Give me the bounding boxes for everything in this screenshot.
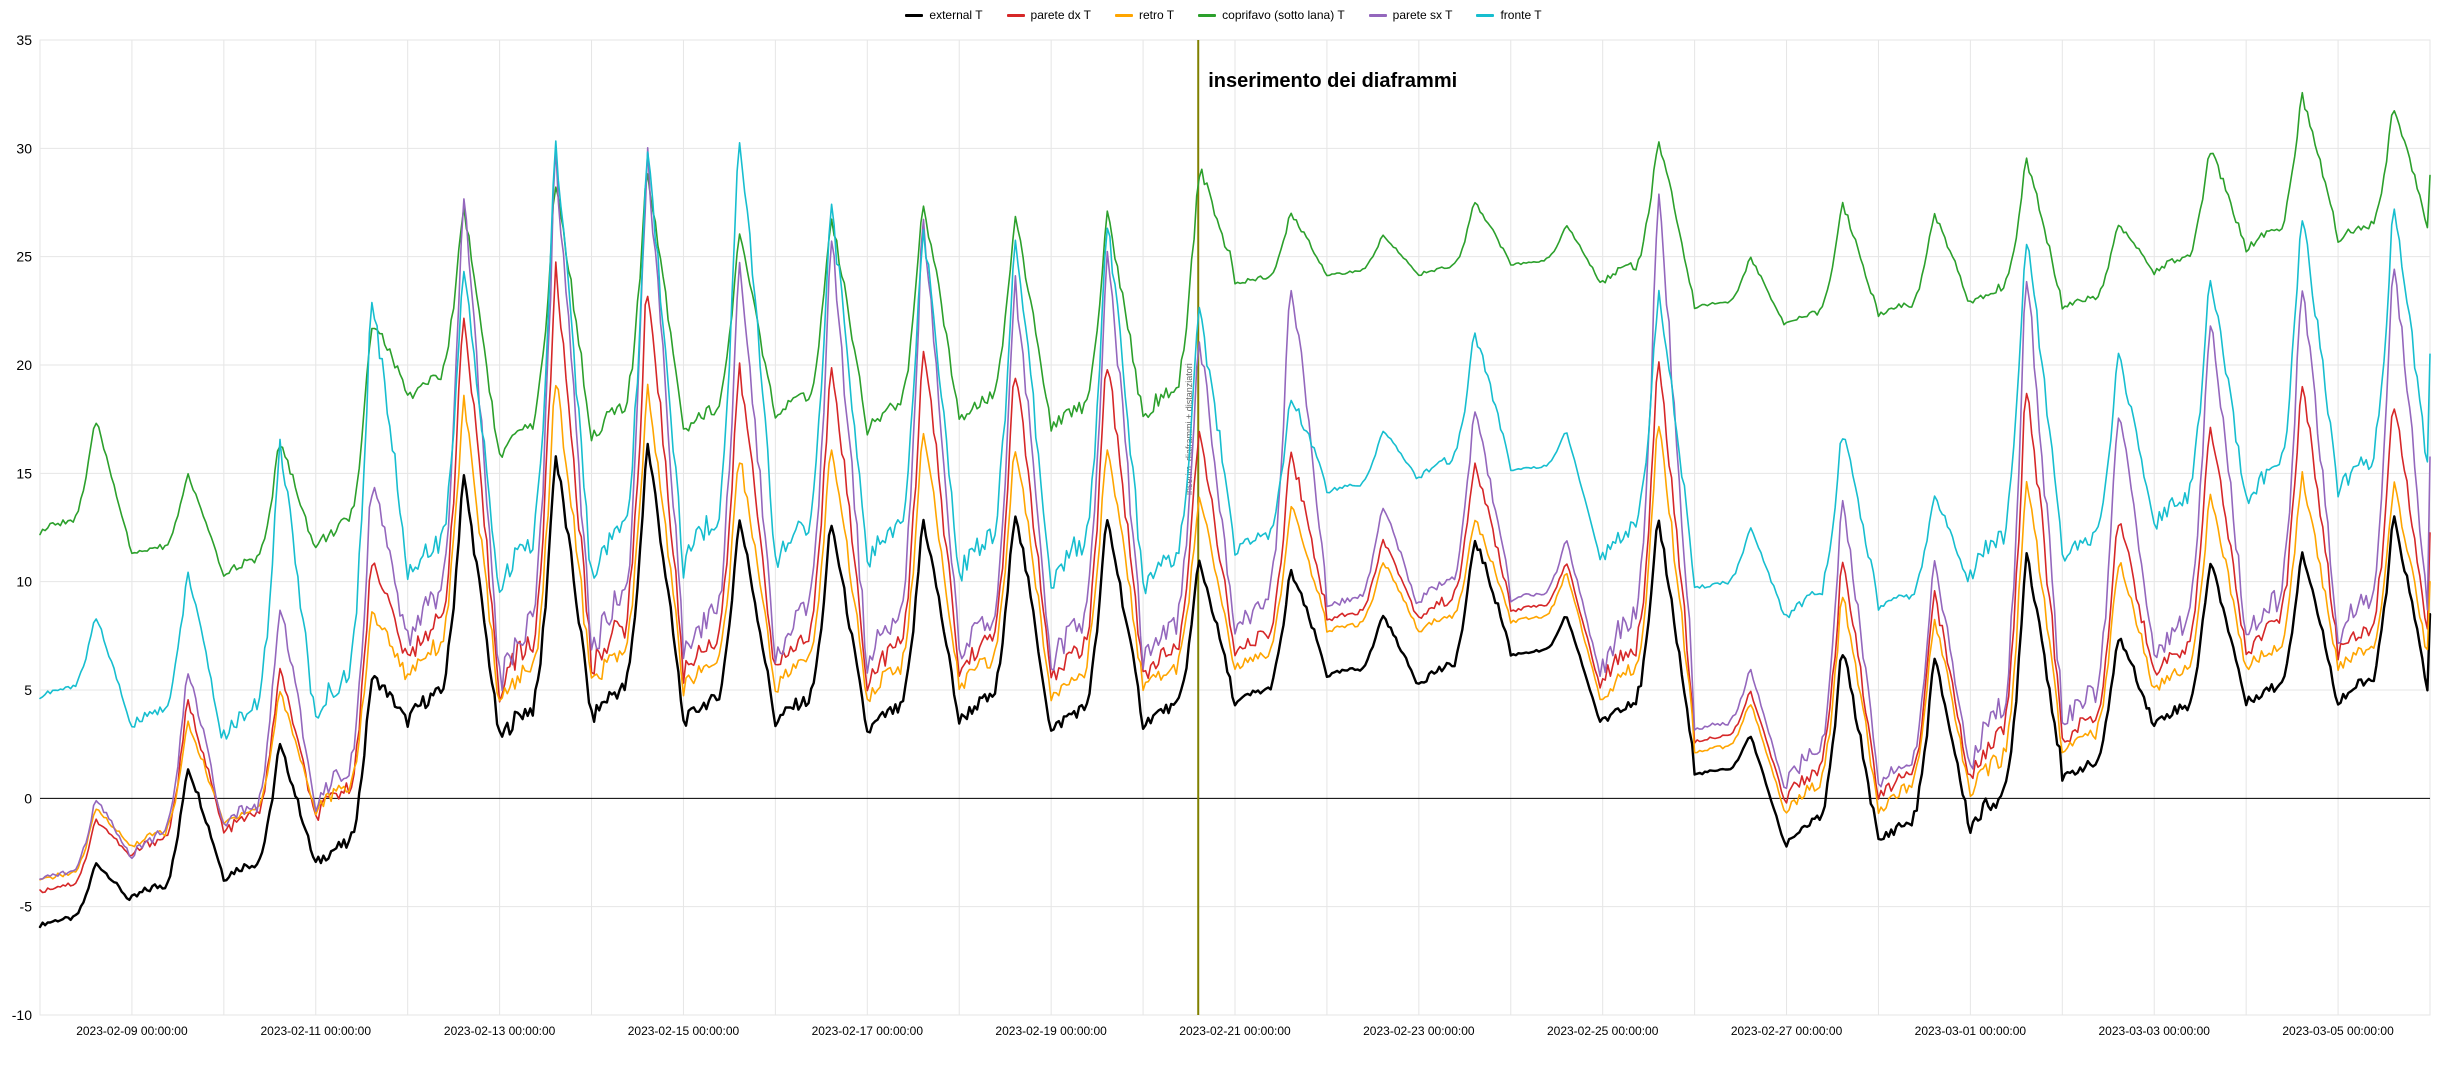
svg-text:10: 10 bbox=[16, 574, 32, 590]
legend-swatch bbox=[905, 14, 923, 17]
svg-text:0: 0 bbox=[24, 790, 32, 806]
legend-label: retro T bbox=[1139, 8, 1174, 22]
svg-text:2023-02-25 00:00:00: 2023-02-25 00:00:00 bbox=[1547, 1024, 1659, 1038]
legend-label: external T bbox=[929, 8, 982, 22]
svg-text:-10: -10 bbox=[12, 1007, 32, 1023]
legend-label: fronte T bbox=[1500, 8, 1541, 22]
legend-label: coprifavo (sotto lana) T bbox=[1222, 8, 1345, 22]
svg-text:2023-02-13 00:00:00: 2023-02-13 00:00:00 bbox=[444, 1024, 556, 1038]
legend: external T parete dx T retro T coprifavo (s… bbox=[0, 8, 2447, 22]
legend-swatch bbox=[1115, 14, 1133, 17]
svg-text:2023-02-27 00:00:00: 2023-02-27 00:00:00 bbox=[1731, 1024, 1843, 1038]
svg-text:2023-02-11 00:00:00: 2023-02-11 00:00:00 bbox=[260, 1024, 371, 1038]
svg-text:25: 25 bbox=[16, 249, 32, 265]
legend-item: external T bbox=[905, 8, 982, 22]
svg-text:20: 20 bbox=[16, 357, 32, 373]
svg-text:2023-03-01 00:00:00: 2023-03-01 00:00:00 bbox=[1915, 1024, 2027, 1038]
svg-text:2023-02-23 00:00:00: 2023-02-23 00:00:00 bbox=[1363, 1024, 1475, 1038]
svg-text:2023-02-09 00:00:00: 2023-02-09 00:00:00 bbox=[76, 1024, 188, 1038]
legend-item: retro T bbox=[1115, 8, 1174, 22]
annotation-sublabel: inserim. diaframmi + distanziatori bbox=[1184, 363, 1194, 495]
svg-text:-5: -5 bbox=[20, 899, 33, 915]
legend-swatch bbox=[1007, 14, 1025, 17]
timeseries-chart: external T parete dx T retro T coprifavo (s… bbox=[0, 0, 2447, 1075]
svg-text:35: 35 bbox=[16, 32, 32, 48]
svg-text:2023-03-03 00:00:00: 2023-03-03 00:00:00 bbox=[2099, 1024, 2211, 1038]
svg-text:30: 30 bbox=[16, 140, 32, 156]
svg-text:15: 15 bbox=[16, 465, 32, 481]
legend-label: parete sx T bbox=[1393, 8, 1453, 22]
legend-swatch bbox=[1369, 14, 1387, 17]
svg-text:5: 5 bbox=[24, 682, 32, 698]
legend-item: parete dx T bbox=[1007, 8, 1091, 22]
svg-text:2023-02-15 00:00:00: 2023-02-15 00:00:00 bbox=[628, 1024, 740, 1038]
legend-swatch bbox=[1198, 14, 1216, 17]
legend-label: parete dx T bbox=[1031, 8, 1091, 22]
legend-item: fronte T bbox=[1476, 8, 1541, 22]
svg-text:2023-02-17 00:00:00: 2023-02-17 00:00:00 bbox=[812, 1024, 924, 1038]
svg-text:2023-03-05 00:00:00: 2023-03-05 00:00:00 bbox=[2282, 1024, 2394, 1038]
annotation-label: inserimento dei diaframmi bbox=[1208, 70, 1457, 93]
svg-text:2023-02-19 00:00:00: 2023-02-19 00:00:00 bbox=[995, 1024, 1107, 1038]
legend-item: parete sx T bbox=[1369, 8, 1453, 22]
plot-area: -10 -5 0 5 10 15 20 25 30 35 2023-02-09 00:00:00 20… bbox=[0, 0, 2447, 1075]
legend-item: coprifavo (sotto lana) T bbox=[1198, 8, 1345, 22]
legend-swatch bbox=[1476, 14, 1494, 17]
svg-text:2023-02-21 00:00:00: 2023-02-21 00:00:00 bbox=[1179, 1024, 1291, 1038]
